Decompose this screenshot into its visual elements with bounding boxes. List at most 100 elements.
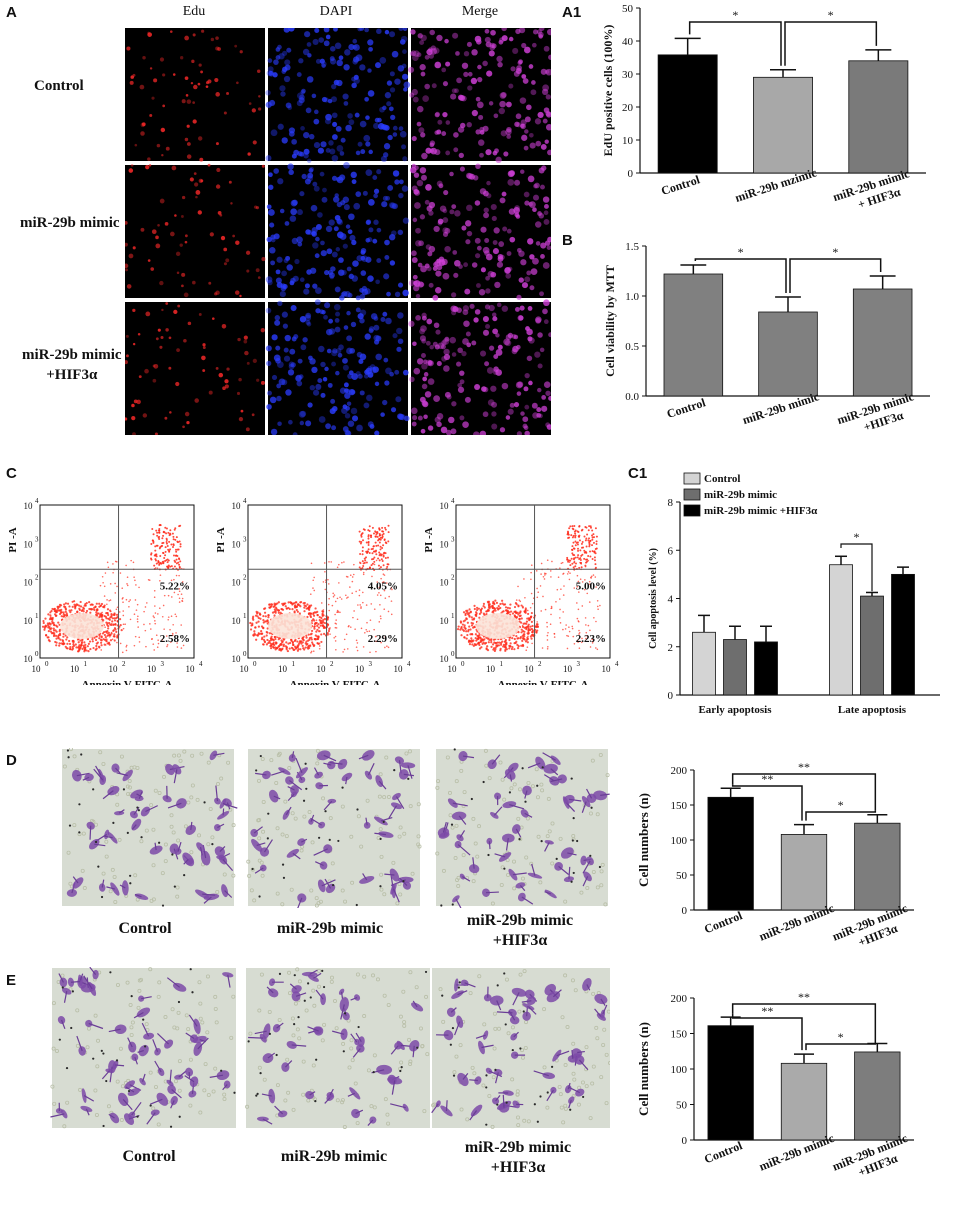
bar bbox=[758, 311, 818, 397]
cell-nucleus bbox=[402, 28, 408, 31]
pore bbox=[222, 1092, 227, 1097]
cell-nucleus bbox=[514, 179, 521, 186]
cell-process bbox=[134, 893, 142, 898]
cell-nucleus bbox=[397, 229, 404, 236]
pore bbox=[332, 999, 337, 1004]
cell-nucleus bbox=[223, 262, 227, 266]
cell-nucleus bbox=[385, 317, 392, 325]
cell-nucleus bbox=[493, 113, 499, 119]
cell-nucleus bbox=[457, 382, 463, 388]
event-dot bbox=[387, 524, 390, 527]
migrated-cell bbox=[447, 798, 458, 808]
event-dot bbox=[305, 607, 308, 610]
cell-nucleus bbox=[509, 170, 516, 177]
cell-nucleus bbox=[433, 395, 440, 403]
event-dot bbox=[165, 542, 168, 545]
significance-label: ** bbox=[761, 772, 773, 786]
event-dot bbox=[362, 539, 365, 542]
cell-nucleus bbox=[530, 89, 537, 96]
pore bbox=[516, 816, 521, 821]
event-dot bbox=[100, 641, 103, 644]
event-dot bbox=[539, 585, 542, 587]
caption-d-mimic-hif-line2: +HIF3α bbox=[492, 932, 548, 949]
cell-nucleus bbox=[498, 107, 506, 115]
event-dot bbox=[577, 549, 580, 552]
cell-nucleus bbox=[251, 108, 256, 113]
pore bbox=[328, 816, 333, 821]
y-tick-exponent: 1 bbox=[35, 612, 39, 620]
event-dot bbox=[302, 602, 305, 605]
event-dot bbox=[568, 561, 571, 563]
event-dot bbox=[459, 628, 462, 631]
cell-nucleus bbox=[385, 367, 392, 375]
pore bbox=[245, 1104, 250, 1109]
cell-nucleus bbox=[428, 245, 436, 253]
pore bbox=[54, 1048, 59, 1053]
event-dot bbox=[343, 638, 346, 641]
pore bbox=[526, 780, 531, 785]
cell-nucleus bbox=[521, 282, 529, 289]
cell-process bbox=[131, 824, 137, 830]
cell-process bbox=[115, 767, 121, 774]
pore bbox=[301, 1059, 306, 1064]
pore bbox=[391, 860, 396, 865]
pore bbox=[144, 1022, 149, 1027]
cell-process bbox=[358, 754, 369, 760]
event-dot bbox=[466, 621, 469, 624]
event-dot bbox=[143, 623, 145, 626]
cell-nucleus bbox=[268, 209, 275, 216]
pore bbox=[289, 887, 294, 892]
cell-process bbox=[79, 973, 84, 981]
event-dot bbox=[361, 553, 364, 556]
y-tick-label: 10 bbox=[24, 539, 34, 549]
cell-nucleus bbox=[475, 129, 481, 135]
cell-nucleus bbox=[274, 319, 281, 326]
event-dot bbox=[376, 535, 379, 538]
y-tick-exponent: 3 bbox=[451, 535, 455, 543]
event-dot bbox=[153, 616, 155, 619]
cell-nucleus bbox=[412, 341, 417, 347]
migrated-cell bbox=[85, 1019, 93, 1028]
migrated-cell bbox=[486, 837, 493, 845]
cell-nucleus bbox=[290, 208, 298, 216]
caption-d-mimic-hif-line1: miR-29b mimic bbox=[466, 912, 574, 929]
event-dot bbox=[463, 636, 466, 639]
cell-nucleus bbox=[313, 185, 320, 192]
cell-nucleus bbox=[492, 240, 498, 245]
event-dot bbox=[168, 550, 171, 553]
debris-dot bbox=[524, 800, 527, 803]
cell-nucleus bbox=[480, 350, 487, 357]
y-tick-label: 10 bbox=[232, 654, 242, 664]
pore bbox=[362, 1014, 367, 1019]
debris-dot bbox=[71, 990, 74, 993]
event-dot bbox=[595, 586, 597, 588]
event-dot bbox=[120, 629, 123, 632]
cell-nucleus bbox=[539, 291, 544, 297]
cell-nucleus bbox=[291, 237, 299, 245]
cell-nucleus bbox=[448, 416, 455, 424]
event-dot bbox=[171, 634, 174, 637]
cell-nucleus bbox=[514, 306, 520, 312]
cell-nucleus bbox=[408, 66, 415, 73]
cell-nucleus bbox=[547, 149, 551, 156]
migrated-cell bbox=[110, 882, 120, 896]
event-dot bbox=[303, 610, 306, 613]
debris-dot bbox=[80, 753, 83, 756]
cell-nucleus bbox=[513, 402, 520, 408]
event-dot bbox=[368, 630, 371, 633]
y-tick-label: 0 bbox=[628, 168, 634, 180]
event-dot bbox=[47, 630, 50, 633]
cell-process bbox=[95, 765, 102, 776]
cell-nucleus bbox=[305, 420, 312, 427]
event-dot bbox=[310, 562, 313, 565]
cell-nucleus bbox=[455, 51, 460, 56]
cell-process bbox=[384, 873, 395, 876]
event-dot bbox=[527, 625, 530, 628]
event-dot bbox=[462, 620, 465, 623]
event-dot bbox=[318, 619, 321, 622]
significance-label: * bbox=[732, 8, 738, 22]
event-dot bbox=[134, 635, 137, 638]
cell-nucleus bbox=[523, 386, 529, 392]
event-dot bbox=[272, 639, 275, 642]
cell-nucleus bbox=[235, 240, 240, 245]
